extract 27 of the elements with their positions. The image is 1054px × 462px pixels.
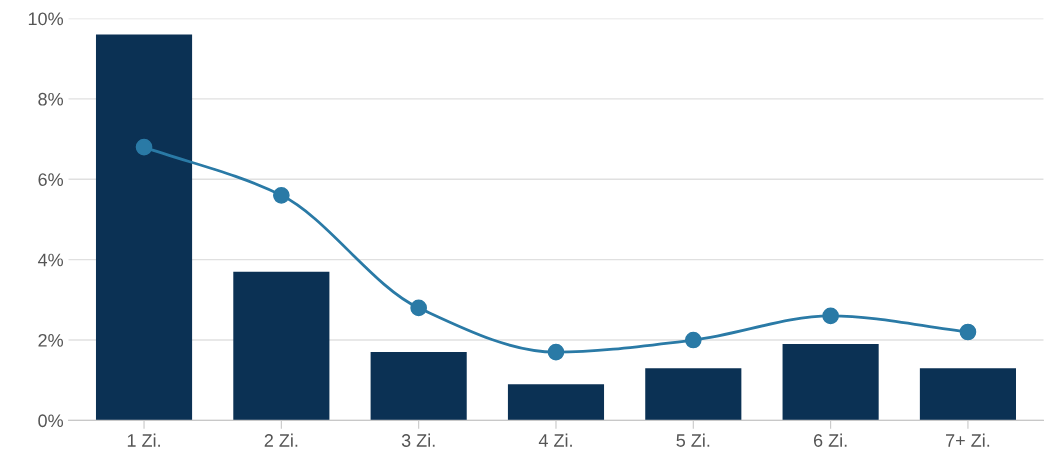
- point: [684, 331, 702, 349]
- bar: [782, 344, 879, 421]
- x-tick-label: 6 Zi.: [813, 433, 847, 447]
- bar: [645, 368, 742, 421]
- x-tick-label: 4 Zi.: [538, 433, 572, 447]
- bar: [919, 368, 1016, 421]
- bar: [95, 34, 193, 421]
- y-tick-label: 8%: [38, 92, 64, 106]
- point: [135, 138, 153, 156]
- bar: [370, 352, 467, 421]
- x-tick-label: 7+ Zi.: [946, 433, 990, 447]
- y-tick-label: 10%: [28, 12, 64, 26]
- y-tick-label: 6%: [38, 173, 64, 186]
- y-tick-label: 0%: [38, 414, 64, 428]
- bar: [507, 384, 605, 421]
- y-tick-label: 4%: [37, 253, 64, 267]
- y-tick-label: 2%: [38, 333, 64, 347]
- point: [410, 299, 428, 317]
- bar: [233, 271, 330, 421]
- point: [547, 343, 565, 361]
- x-tick-label: 3 Zi.: [401, 433, 435, 447]
- point: [273, 186, 290, 204]
- x-tick-label: 1 Zi.: [127, 433, 160, 447]
- x-tick-label: 5 Zi.: [676, 433, 710, 447]
- point: [822, 307, 839, 325]
- point: [959, 323, 977, 341]
- x-tick-label: 2 Zi.: [264, 433, 298, 447]
